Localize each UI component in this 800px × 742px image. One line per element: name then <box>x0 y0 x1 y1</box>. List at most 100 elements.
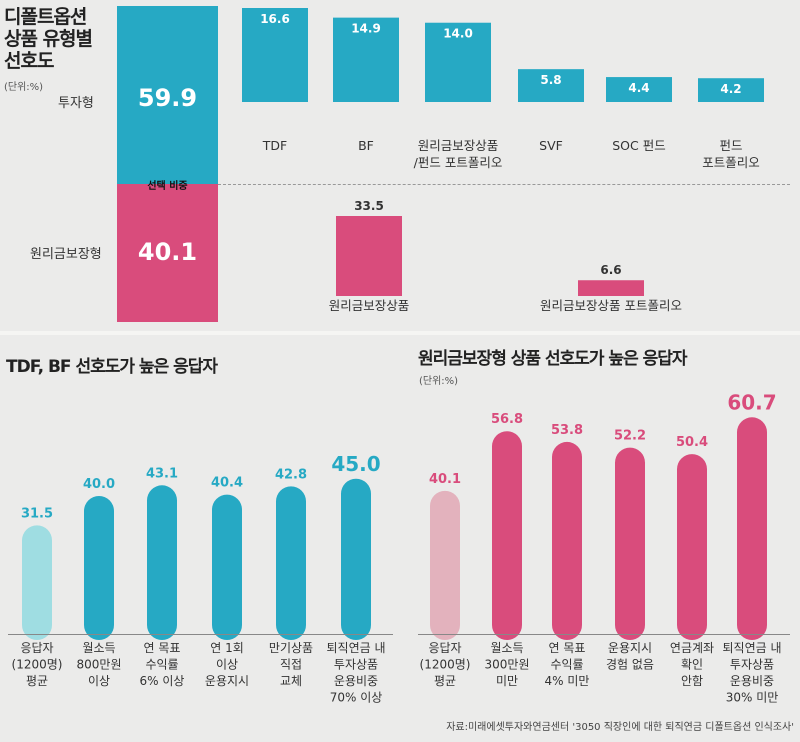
response-bar-label: 교체 <box>280 674 302 688</box>
invest-share-value: 59.9 <box>137 84 198 112</box>
invest-bar-value: 16.6 <box>260 12 290 26</box>
response-bar-label: 6% 이상 <box>140 674 185 688</box>
invest-bar-label: 펀드 <box>719 138 742 153</box>
response-bar-value: 52.2 <box>614 429 646 444</box>
response-bar-value: 42.8 <box>275 467 307 482</box>
response-bar-label: (1200명) <box>12 658 63 672</box>
response-bar-label: 월소득 <box>490 641 523 655</box>
response-bar-label: 퇴직연금 내 <box>722 641 781 655</box>
response-bar-label: 300만원 <box>485 658 530 672</box>
response-bar-value: 40.4 <box>211 476 243 491</box>
response-bar <box>430 490 460 640</box>
response-bar-label: 투자상품 <box>730 658 774 672</box>
invest-bar-value: 14.9 <box>351 22 381 36</box>
divider <box>218 184 790 185</box>
invest-share-bar <box>117 6 218 184</box>
invest-bar-value: 4.4 <box>628 81 649 95</box>
top-title-line: 상품 유형별 <box>4 28 93 50</box>
response-bar-label: (1200명) <box>420 658 471 672</box>
invest-bar <box>698 78 764 102</box>
response-bar-label: 응답자 <box>428 641 461 655</box>
response-bar-label: 평균 <box>434 674 456 688</box>
right-baseline <box>418 634 790 635</box>
top-title: 디폴트옵션 상품 유형별 선호도 <box>4 6 93 72</box>
response-bar <box>615 447 645 640</box>
invest-bar <box>242 8 308 102</box>
response-bar-value: 43.1 <box>146 466 178 481</box>
invest-bar-value: 14.0 <box>443 27 473 41</box>
guarantee-bar-label: 원리금보장상품 포트폴리오 <box>540 298 682 313</box>
response-bar-value: 45.0 <box>331 452 380 476</box>
response-bar-label: 수익률 <box>145 658 178 672</box>
response-bar-label: 이상 <box>216 658 238 672</box>
left-baseline <box>8 634 393 635</box>
response-bar <box>552 441 582 640</box>
response-bar-label: 응답자 <box>20 641 53 655</box>
response-bar-label: 미만 <box>496 674 518 688</box>
invest-bar-label: 원리금보장상품 <box>418 138 499 153</box>
response-bar-label: 운용비중 <box>730 674 774 688</box>
invest-bar-label: /펀드 포트폴리오 <box>414 155 503 170</box>
response-bar-label: 연 목표 <box>144 641 181 655</box>
response-bar-value: 50.4 <box>676 435 708 450</box>
guarantee-label: 원리금보장형 <box>30 247 102 262</box>
response-bar <box>84 496 114 640</box>
response-bar-value: 40.0 <box>83 477 115 492</box>
response-bar-label: 연 목표 <box>549 641 586 655</box>
top-title-line: 디폴트옵션 <box>4 6 87 28</box>
response-bar-label: 평균 <box>26 674 48 688</box>
invest-bar <box>333 17 399 102</box>
response-bar-value: 40.1 <box>429 472 461 487</box>
response-bar-label: 운용비중 <box>334 674 378 688</box>
top-title-line: 선호도 <box>4 50 54 72</box>
guarantee-bar-value: 33.5 <box>354 199 384 213</box>
invest-bar <box>518 69 584 102</box>
response-bar-label: 운용지시 <box>608 641 652 655</box>
response-bar-value: 56.8 <box>491 412 523 427</box>
response-bar <box>22 525 52 640</box>
source-note: 자료:미래에셋투자와연금센터 '3050 직장인에 대한 퇴직연금 디폴트옵션 … <box>446 722 794 733</box>
right-chart-title: 원리금보장형 상품 선호도가 높은 응답자 <box>418 349 688 369</box>
response-bar-label: 연금계좌 <box>670 641 714 655</box>
guarantee-bar-label: 원리금보장상품 <box>329 298 410 313</box>
guarantee-share-value: 40.1 <box>137 238 198 266</box>
response-bar-label: 안함 <box>681 674 703 688</box>
response-bar-value: 31.5 <box>21 506 53 521</box>
split-label: 선택 비중 <box>147 181 188 192</box>
response-bar-label: 직접 <box>280 658 302 672</box>
invest-bar-value: 4.2 <box>720 82 741 96</box>
guarantee-share-bar <box>117 184 218 322</box>
top-unit: (단위:%) <box>4 82 44 93</box>
invest-label: 투자형 <box>58 96 94 111</box>
guarantee-bar <box>578 280 644 296</box>
guarantee-bar <box>336 216 402 296</box>
response-bar-label: 확인 <box>681 658 703 672</box>
response-bar-label: 4% 미만 <box>545 674 590 688</box>
response-bar-label: 경험 없음 <box>606 658 654 672</box>
left-chart-title: TDF, BF 선호도가 높은 응답자 <box>6 357 218 377</box>
response-bar-label: 월소득 <box>82 641 115 655</box>
response-bar <box>147 485 177 640</box>
invest-bar <box>606 77 672 102</box>
right-chart-unit: (단위:%) <box>419 376 459 387</box>
response-bar <box>212 494 242 640</box>
response-bar-label: 연 1회 <box>210 641 244 655</box>
invest-bar-label: SVF <box>539 138 563 153</box>
response-bar-label: 퇴직연금 내 <box>326 641 385 655</box>
response-bar <box>737 417 767 640</box>
invest-bar-label: TDF <box>262 138 287 153</box>
invest-bar-value: 5.8 <box>540 73 561 87</box>
invest-bar-label: 포트폴리오 <box>702 155 760 170</box>
response-bar-label: 수익률 <box>550 658 583 672</box>
response-bar <box>276 486 306 640</box>
invest-bar-label: BF <box>358 138 374 153</box>
invest-bar-label: SOC 펀드 <box>612 138 665 153</box>
response-bar-label: 70% 이상 <box>330 691 383 705</box>
invest-bar <box>425 22 491 102</box>
section-separator <box>0 331 800 335</box>
response-bar <box>341 478 371 640</box>
response-bar-label: 30% 미만 <box>726 691 779 705</box>
response-bar-value: 60.7 <box>727 390 776 414</box>
guarantee-bar-value: 6.6 <box>600 263 621 277</box>
